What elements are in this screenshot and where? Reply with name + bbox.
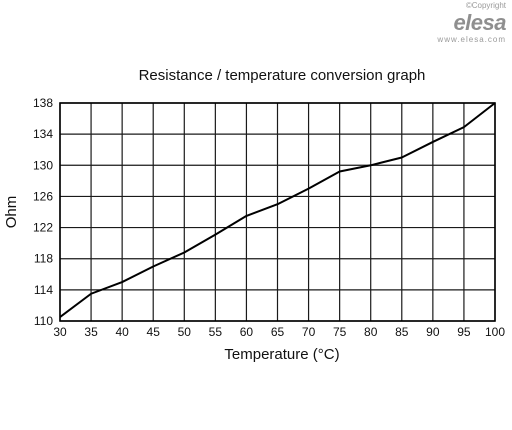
x-tick-label: 80: [364, 325, 378, 339]
x-tick-label: 100: [485, 325, 505, 339]
y-tick-label: 130: [33, 158, 53, 172]
x-tick-label: 85: [395, 325, 409, 339]
y-tick-label: 138: [33, 96, 53, 110]
plot-frame: [59, 102, 496, 322]
y-axis-label: Ohm: [3, 196, 20, 229]
x-tick-label: 50: [178, 325, 192, 339]
elesa-logo: elesa: [453, 10, 506, 35]
y-tick-label: 134: [33, 127, 53, 141]
website-text: www.elesa.com: [437, 35, 506, 44]
x-axis-label: Temperature (°C): [224, 346, 339, 363]
y-tick-label: 114: [34, 283, 53, 297]
chart-ticks: 30 35 40 45 50 55 60 65 70 75 80 85 90 95 100 110 114 118…: [33, 96, 505, 339]
x-tick-label: 30: [53, 325, 67, 339]
y-tick-label: 118: [34, 252, 53, 266]
x-tick-label: 70: [302, 325, 316, 339]
y-tick-label: 126: [33, 189, 53, 203]
x-tick-label: 75: [333, 325, 347, 339]
y-tick-label: 122: [33, 221, 53, 235]
y-tick-label: 110: [34, 314, 53, 328]
x-tick-label: 55: [209, 325, 223, 339]
x-tick-label: 65: [271, 325, 285, 339]
x-tick-label: 35: [84, 325, 98, 339]
chart-series: [59, 102, 496, 318]
x-tick-label: 90: [426, 325, 440, 339]
brand-logo: ©Copyright elesa www.elesa.com: [426, 0, 506, 46]
chart-grid: [59, 102, 496, 322]
chart-title: Resistance / temperature conversion grap…: [139, 67, 426, 84]
series-line: [59, 102, 496, 318]
x-tick-label: 60: [240, 325, 254, 339]
x-tick-label: 95: [457, 325, 471, 339]
x-tick-label: 40: [115, 325, 129, 339]
x-tick-label: 45: [147, 325, 161, 339]
copyright-text: ©Copyright: [465, 1, 506, 10]
